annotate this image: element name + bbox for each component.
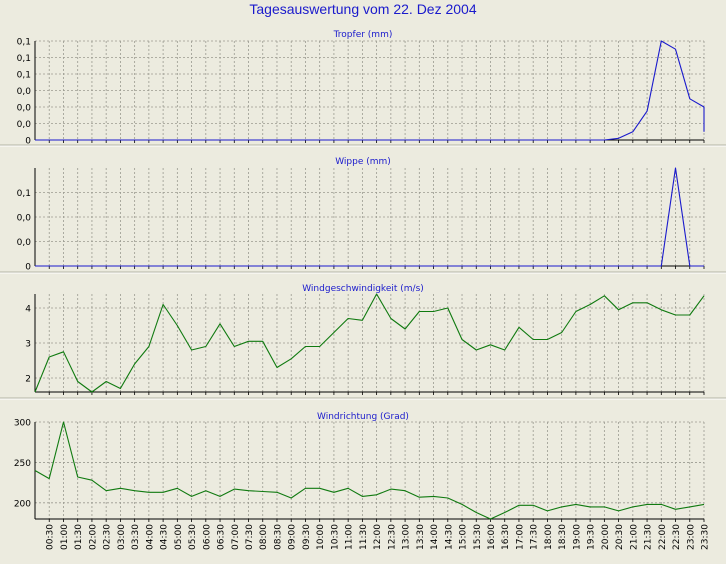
y-tick-label: 0	[25, 263, 31, 273]
x-tick-label: 22:00	[658, 524, 668, 550]
y-tick-label: 200	[14, 499, 31, 509]
chart-wippe: Wippe (mm) 0 0,0 0,0 0,1	[0, 157, 726, 274]
chart-title: Windgeschwindigkeit (m/s)	[302, 284, 424, 294]
x-tick-label: 02:00	[88, 524, 98, 550]
x-tick-label: 01:00	[60, 524, 70, 550]
y-tick-label: 0,0	[17, 87, 32, 97]
x-tick-label: 15:30	[473, 524, 483, 550]
y-tick-label: 0,0	[17, 214, 32, 224]
chart-wind-direction: Windrichtung (Grad) 200 250 300	[14, 412, 705, 522]
x-tick-label: 08:00	[259, 524, 269, 550]
x-tick-label: 06:30	[217, 524, 227, 550]
y-tick-label: 0,1	[17, 54, 31, 64]
x-tick-label: 11:00	[345, 524, 355, 550]
x-tick-label: 17:30	[530, 524, 540, 550]
x-tick-label: 04:30	[160, 524, 170, 550]
x-tick-label: 14:30	[444, 524, 454, 550]
x-tick-label: 16:30	[501, 524, 511, 550]
y-tick-label: 0	[25, 137, 31, 147]
x-tick-label: 20:30	[615, 524, 625, 550]
x-tick-label: 04:00	[145, 524, 155, 550]
x-tick-label: 23:30	[701, 524, 711, 550]
x-tick-label: 14:00	[430, 524, 440, 550]
y-tick-label: 300	[14, 419, 31, 429]
chart-title: Tropfer (mm)	[333, 30, 393, 40]
x-tick-label: 13:30	[416, 524, 426, 550]
x-axis-time-labels: 00:30 01:00 01:30 02:00 02:30 03:00 03:30 04:00…	[46, 524, 711, 550]
series-line-wippe	[35, 167, 704, 267]
x-tick-label: 23:00	[686, 524, 696, 550]
x-tick-label: 07:00	[231, 524, 241, 550]
chart-title: Wippe (mm)	[335, 157, 391, 167]
x-tick-label: 13:00	[402, 524, 412, 550]
x-tick-label: 11:30	[359, 524, 369, 550]
x-tick-label: 19:30	[587, 524, 597, 550]
x-tick-label: 02:30	[103, 524, 113, 550]
x-tick-label: 18:00	[544, 524, 554, 550]
x-tick-label: 10:30	[330, 524, 340, 550]
x-tick-label: 05:00	[174, 524, 184, 550]
x-tick-label: 06:00	[202, 524, 212, 550]
x-tick-label: 17:00	[515, 524, 525, 550]
y-tick-label: 0,0	[17, 238, 32, 248]
y-tick-label: 250	[14, 459, 31, 469]
series-line-wind-speed	[34, 293, 705, 393]
x-tick-label: 08:30	[273, 524, 283, 550]
y-tick-label: 0,1	[17, 38, 31, 48]
x-tick-label: 19:00	[572, 524, 582, 550]
x-tick-label: 10:00	[316, 524, 326, 550]
chart-wind-speed: Windgeschwindigkeit (m/s) 2 3 4	[0, 284, 726, 400]
x-tick-label: 15:00	[459, 524, 469, 550]
y-tick-label: 3	[25, 340, 31, 350]
x-tick-label: 00:30	[46, 524, 56, 550]
x-tick-label: 21:30	[644, 524, 654, 550]
y-tick-label: 0,1	[17, 71, 31, 81]
series-line-tropfer	[35, 40, 705, 141]
x-tick-label: 01:30	[74, 524, 84, 550]
y-tick-label: 0,1	[17, 189, 31, 199]
x-tick-label: 12:30	[387, 524, 397, 550]
x-tick-label: 20:00	[601, 524, 611, 550]
x-tick-label: 21:00	[629, 524, 639, 550]
x-tick-label: 03:00	[117, 524, 127, 550]
chart-tropfer: Tropfer (mm) 0 0,0 0,0 0,0 0,1 0,1 0,1	[0, 30, 726, 147]
x-tick-label: 18:30	[558, 524, 568, 550]
series-line-wind-direction	[34, 421, 705, 520]
x-tick-label: 22:30	[672, 524, 682, 550]
x-tick-label: 05:30	[188, 524, 198, 550]
chart-title: Windrichtung (Grad)	[317, 412, 409, 422]
x-tick-label: 16:00	[487, 524, 497, 550]
page-title: Tagesauswertung vom 22. Dez 2004	[249, 1, 477, 17]
x-tick-label: 12:00	[373, 524, 383, 550]
x-tick-label: 07:30	[245, 524, 255, 550]
x-tick-label: 09:00	[288, 524, 298, 550]
y-tick-label: 0,0	[17, 104, 32, 114]
x-tick-label: 09:30	[302, 524, 312, 550]
y-tick-label: 0,0	[17, 120, 32, 130]
y-tick-label: 2	[25, 375, 31, 385]
x-tick-label: 03:30	[131, 524, 141, 550]
y-tick-label: 4	[25, 305, 31, 315]
